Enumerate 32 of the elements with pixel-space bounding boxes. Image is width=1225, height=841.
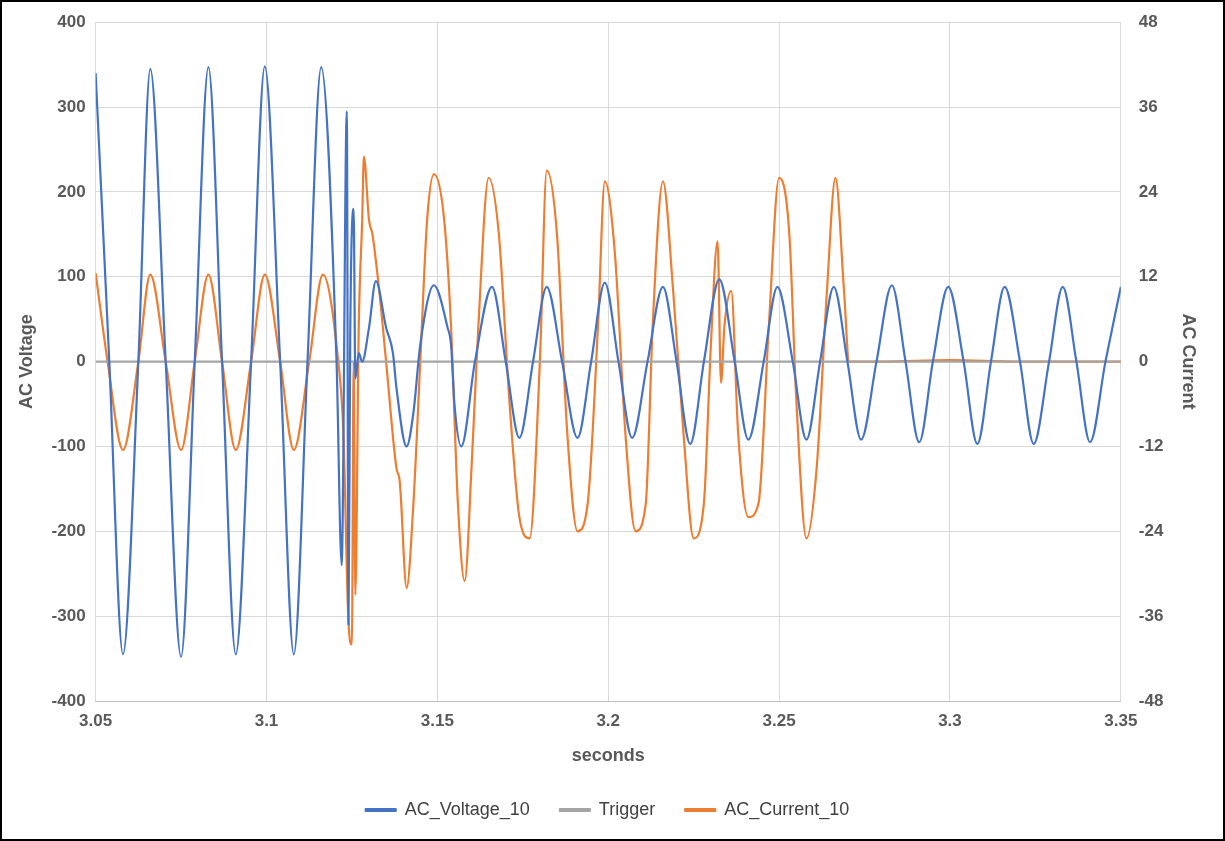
y2-tick-label: -36 xyxy=(1138,605,1164,625)
y-tick-label: -100 xyxy=(51,436,86,456)
y2-tick-label: -12 xyxy=(1138,436,1164,456)
x-tick-label: 3.3 xyxy=(938,710,962,730)
x-tick-label: 3.1 xyxy=(254,710,279,730)
legend-label: AC_Current_10 xyxy=(724,798,850,820)
y2-tick-label: -48 xyxy=(1138,690,1164,710)
y2-tick-label: 48 xyxy=(1138,11,1158,31)
y-tick-label: 0 xyxy=(76,351,86,371)
x-tick-label: 3.35 xyxy=(1104,710,1138,730)
y2-axis-title: AC Current xyxy=(1179,313,1200,410)
y-tick-label: -300 xyxy=(51,605,86,625)
x-tick-label: 3.25 xyxy=(762,710,796,730)
y2-tick-label: 24 xyxy=(1138,181,1159,201)
y-axis-title: AC Voltage xyxy=(15,314,36,409)
y-tick-label: 200 xyxy=(57,181,86,201)
x-axis-title: seconds xyxy=(571,745,645,766)
y-tick-label: 400 xyxy=(57,11,86,31)
line-series xyxy=(95,65,1121,658)
y-tick-label: -200 xyxy=(51,520,86,540)
y-tick-label: 300 xyxy=(57,96,86,116)
x-tick-label: 3.05 xyxy=(79,710,113,730)
y2-tick-label: 36 xyxy=(1138,96,1158,116)
x-tick-label: 3.15 xyxy=(420,710,454,730)
y2-tick-label: 12 xyxy=(1138,266,1158,286)
y-tick-label: -400 xyxy=(51,690,86,710)
legend-label: Trigger xyxy=(598,798,656,819)
y2-tick-label: -24 xyxy=(1138,520,1164,540)
legend-label: AC_Voltage_10 xyxy=(404,798,530,820)
x-tick-label: 3.2 xyxy=(596,710,621,730)
y2-tick-label: 0 xyxy=(1138,351,1149,371)
y-tick-label: 100 xyxy=(57,266,86,286)
